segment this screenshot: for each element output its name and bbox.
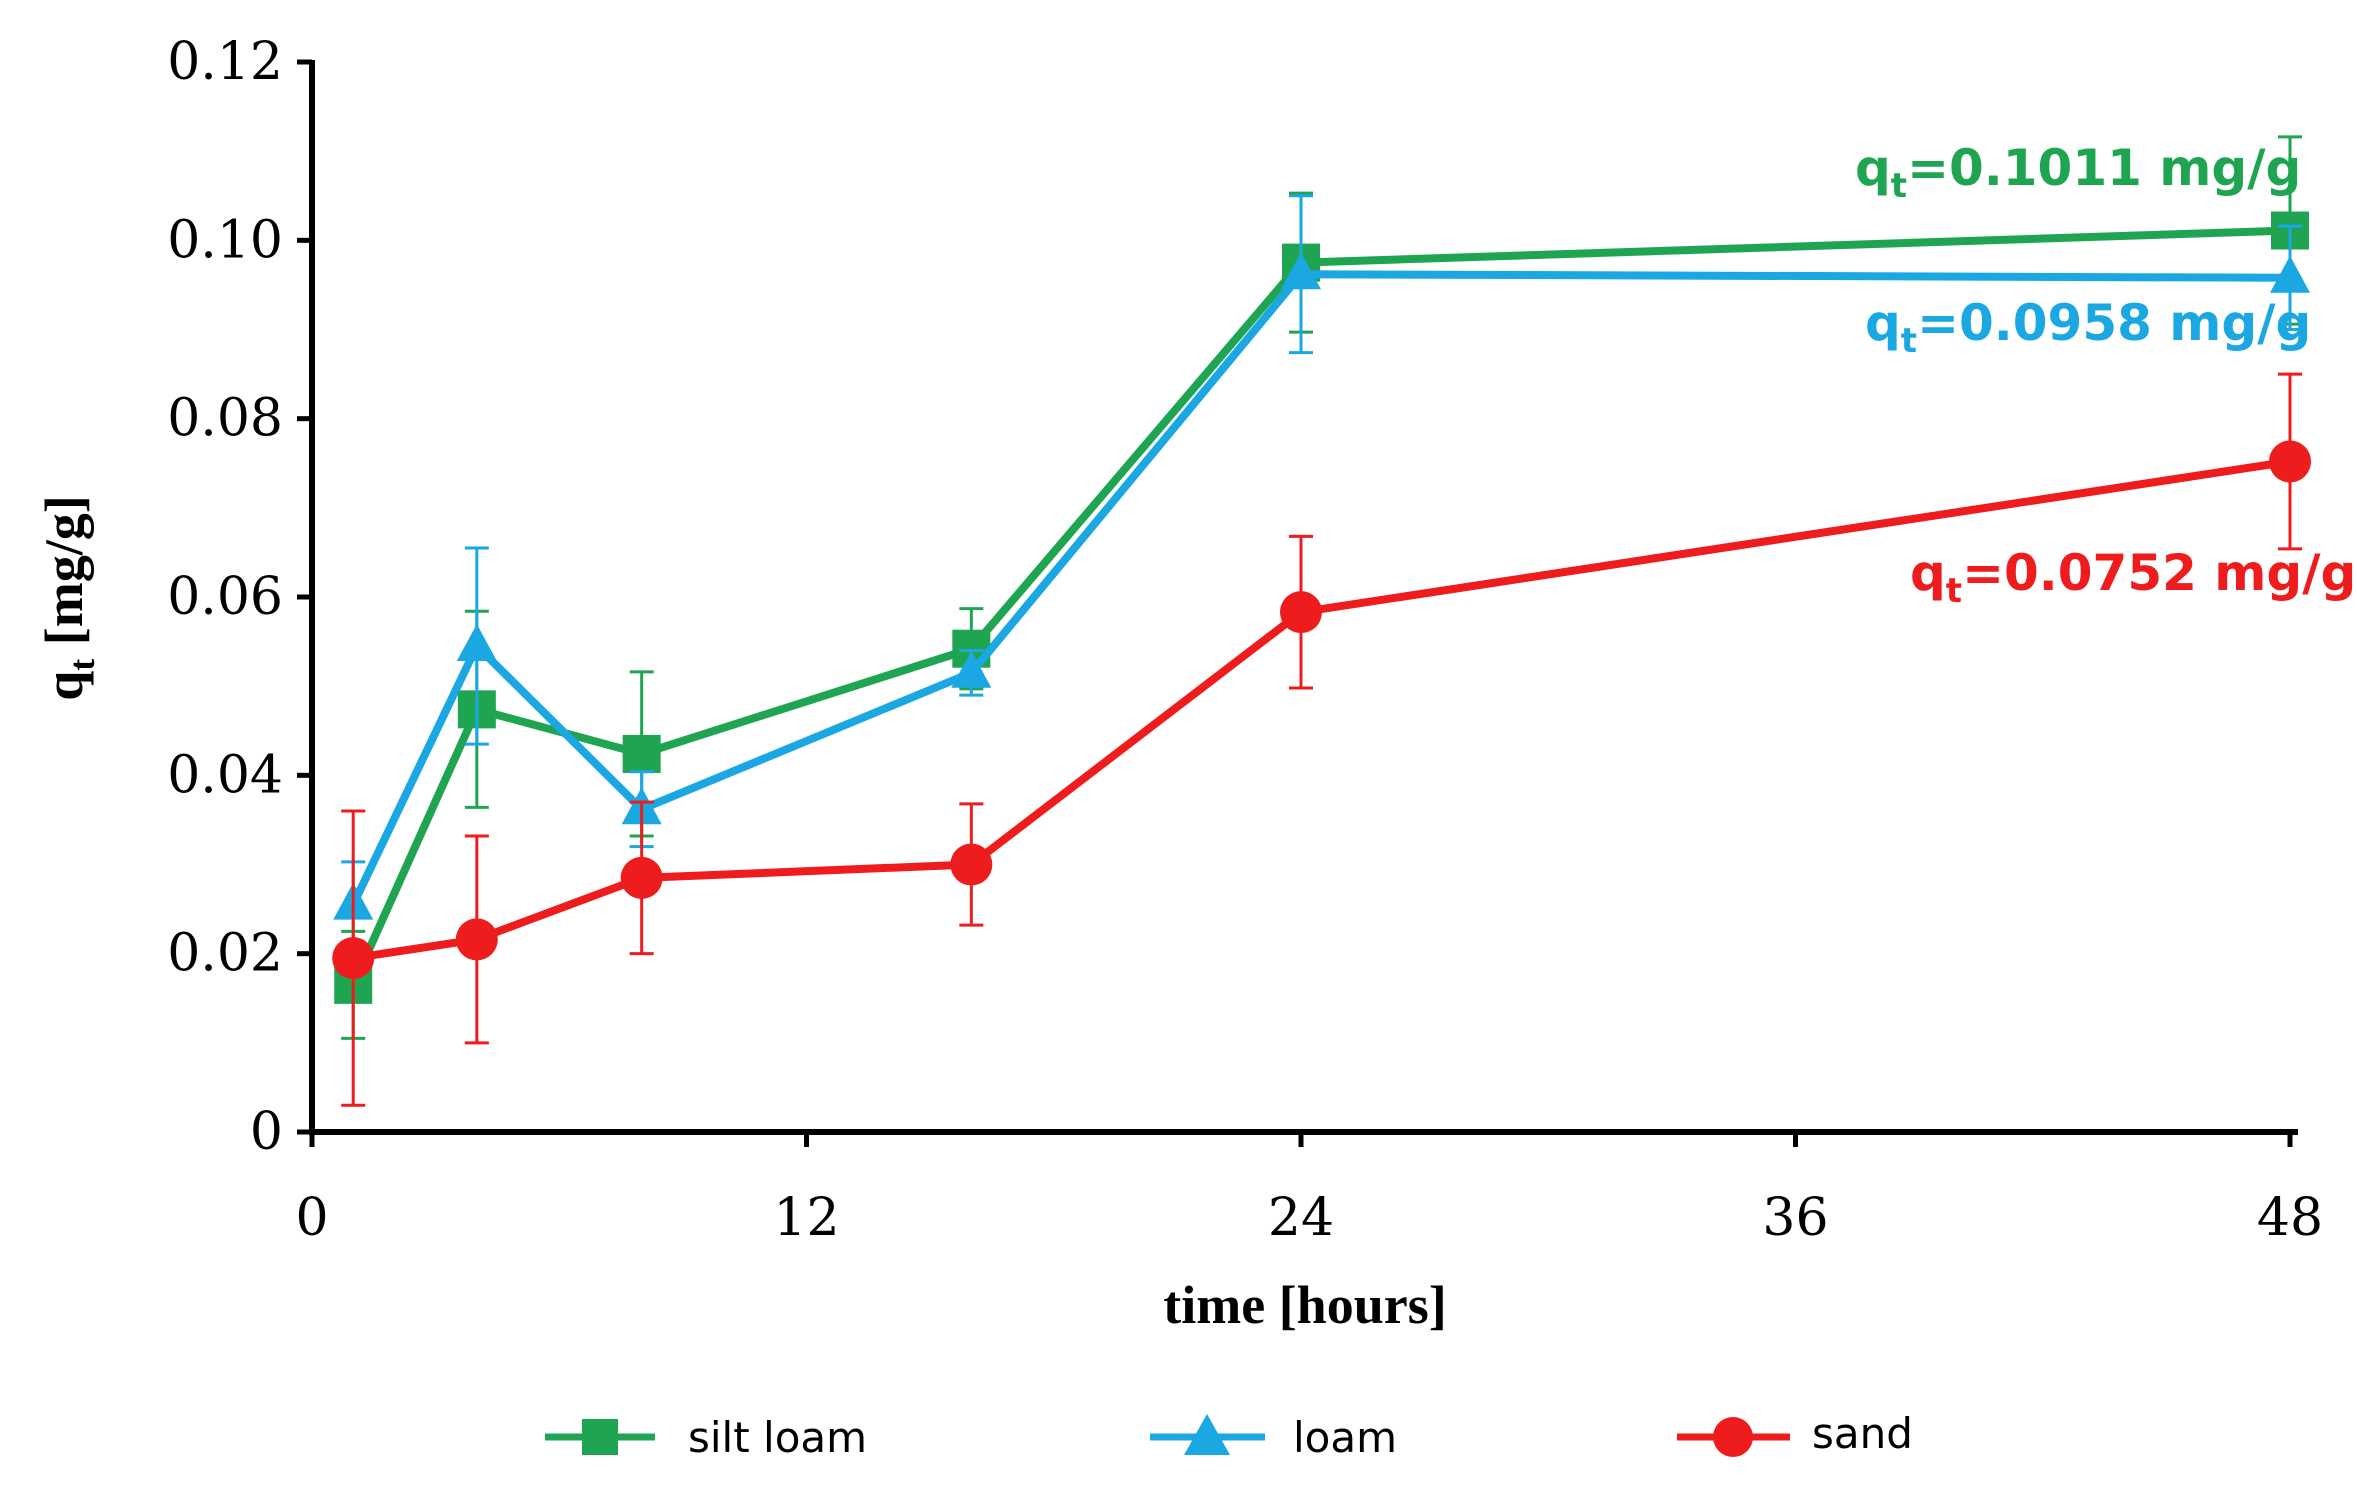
data-point	[1280, 591, 1322, 634]
y-tick-label: 0.12	[167, 32, 283, 92]
y-tick-label: 0.10	[167, 210, 283, 270]
annotation-silt-loam-rest: =0.1011 mg/g	[1907, 139, 2301, 197]
y-axis-title-rest: [mg/g]	[34, 495, 94, 658]
y-axis-title: qt [mg/g]	[34, 495, 102, 701]
y-tick-label: 0	[250, 1102, 283, 1162]
data-point	[620, 856, 663, 899]
svg-text:qt [mg/g]: qt [mg/g]	[34, 495, 102, 701]
legend-circle-marker	[1713, 1417, 1753, 1457]
annotation-loam-rest: =0.0958 mg/g	[1917, 294, 2311, 352]
legend: silt loam loam sand	[545, 1409, 1913, 1462]
y-tick-label: 0.02	[167, 924, 283, 984]
legend-item-silt-loam: silt loam	[545, 1413, 867, 1462]
data-point	[950, 843, 993, 886]
y-axis-title-sub: t	[62, 659, 102, 671]
legend-item-loam: loam	[1150, 1413, 1397, 1462]
x-tick-label: 12	[773, 1188, 839, 1248]
y-tick-label: 0.06	[167, 567, 283, 627]
series-layer	[332, 135, 2311, 1107]
y-tick-label: 0.04	[167, 745, 283, 805]
series-line	[349, 270, 2291, 907]
annotation-sand-base: q	[1910, 544, 1946, 602]
legend-item-sand: sand	[1677, 1409, 1913, 1458]
data-point	[2270, 255, 2310, 293]
annotation-sand: qt=0.0752 mg/g	[1910, 544, 2356, 611]
data-point	[2269, 440, 2311, 483]
series-line	[349, 226, 2291, 987]
y-tick-label: 0.08	[167, 389, 283, 449]
y-axis-title-base: q	[34, 671, 94, 701]
data-point	[951, 650, 992, 688]
series-sand	[332, 372, 2311, 1107]
data-point	[332, 937, 375, 980]
data-point	[622, 734, 661, 773]
x-tick-label: 0	[295, 1188, 328, 1248]
legend-label-sand: sand	[1812, 1409, 1913, 1458]
annotation-loam-base: q	[1865, 294, 1901, 352]
data-point	[456, 624, 497, 662]
data-point	[455, 918, 498, 961]
legend-label-silt-loam: silt loam	[688, 1413, 867, 1462]
legend-square-marker	[582, 1419, 618, 1455]
x-axis-title: time [hours]	[1163, 1275, 1446, 1335]
annotation-silt-loam-base: q	[1855, 139, 1891, 197]
annotation-sand-sub: t	[1946, 571, 1962, 611]
annotation-sand-rest: =0.0752 mg/g	[1962, 544, 2356, 602]
x-tick-label: 24	[1268, 1188, 1334, 1248]
x-tick-label: 36	[1762, 1188, 1828, 1248]
annotation-loam: qt=0.0958 mg/g	[1865, 294, 2311, 361]
legend-triangle-marker	[1184, 1414, 1230, 1455]
annotation-silt-loam: qt=0.1011 mg/g	[1855, 139, 2301, 206]
annotation-loam-sub: t	[1901, 321, 1917, 361]
ticks	[297, 59, 2293, 1147]
legend-label-loam: loam	[1293, 1413, 1397, 1462]
data-point	[1281, 252, 1321, 290]
annotation-silt-loam-sub: t	[1891, 166, 1907, 206]
tick-labels: 0 0.02 0.04 0.06 0.08 0.10 0.12 0 12 24 36 48	[167, 32, 2323, 1248]
x-tick-label: 48	[2257, 1188, 2323, 1248]
